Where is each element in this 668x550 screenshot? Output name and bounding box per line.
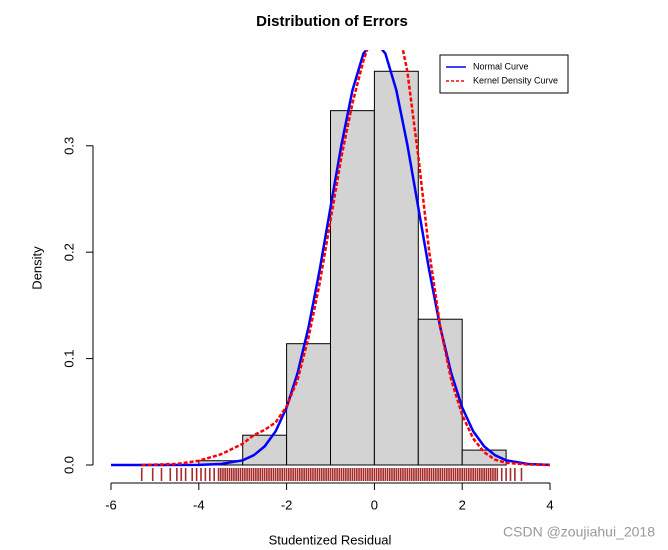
y-tick-label: 0.0 <box>61 456 76 474</box>
legend-label: Kernel Density Curve <box>473 75 558 85</box>
curves <box>111 50 551 467</box>
legend-label: Normal Curve <box>473 61 529 71</box>
bar <box>242 434 288 466</box>
watermark: CSDN @zoujiahui_2018 <box>503 524 655 540</box>
chart-title: Distribution of Errors <box>256 13 408 30</box>
x-tick-label: 4 <box>546 497 553 512</box>
x-tick-label: -6 <box>105 497 117 512</box>
bar <box>373 70 419 466</box>
x-tick-label: 2 <box>459 497 466 512</box>
x-axis-label: Studentized Residual <box>269 532 392 547</box>
curve <box>111 50 551 467</box>
curve <box>141 50 551 467</box>
y-tick-label: 0.3 <box>61 137 76 155</box>
y-tick-label: 0.2 <box>61 243 76 261</box>
bar <box>286 343 332 466</box>
y-axis-label: Density <box>29 246 44 290</box>
y-tick-label: 0.1 <box>61 350 76 368</box>
x-tick-label: -2 <box>281 497 293 512</box>
x-tick-label: -4 <box>193 497 205 512</box>
x-tick-label: 0 <box>371 497 378 512</box>
bar <box>417 318 463 466</box>
legend-box <box>439 54 569 94</box>
